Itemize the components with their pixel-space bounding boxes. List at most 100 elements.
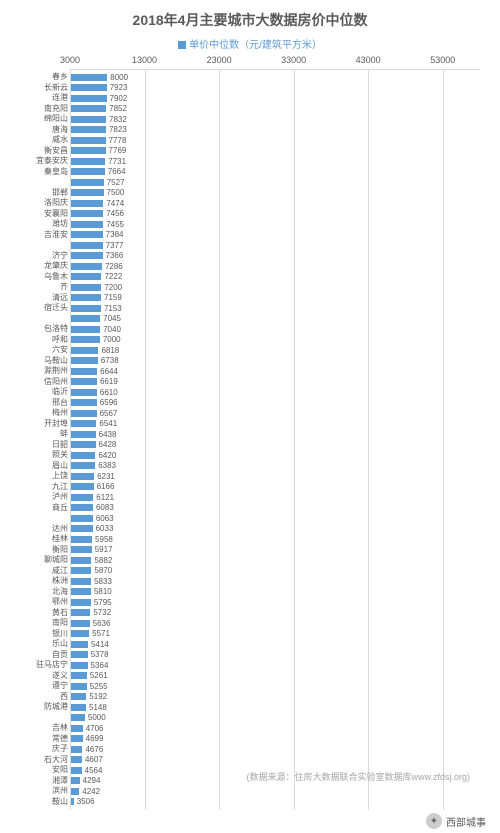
bar: 7222 xyxy=(70,273,101,280)
bar-row: 吉林4706 xyxy=(70,723,480,733)
gridline xyxy=(219,70,220,810)
bar: 7902 xyxy=(70,95,107,102)
bar-value: 7474 xyxy=(103,200,124,207)
bar-label: 连港 xyxy=(0,94,70,102)
bar-row: 绵阳山7832 xyxy=(70,114,480,124)
bar: 6619 xyxy=(70,378,97,385)
bar-row: 信阳州6619 xyxy=(70,377,480,387)
bar: 6428 xyxy=(70,441,96,448)
gridline xyxy=(294,70,295,810)
bar: 4242 xyxy=(70,788,79,795)
bar: 4607 xyxy=(70,756,82,763)
legend-label: 单价中位数（元/建筑平方米） xyxy=(189,40,322,51)
bar: 6541 xyxy=(70,420,96,427)
bar-label: 达州 xyxy=(0,525,70,533)
bar: 7474 xyxy=(70,200,103,207)
bar-value: 5148 xyxy=(86,704,107,711)
bar-value: 5414 xyxy=(88,641,109,648)
bar-value: 8000 xyxy=(107,74,128,81)
bar-value: 7902 xyxy=(107,95,128,102)
bar-row: 蚌6438 xyxy=(70,429,480,439)
bar-label: 乐山 xyxy=(0,640,70,648)
axis-tick: 43000 xyxy=(356,55,381,65)
bar-value: 6541 xyxy=(96,420,117,427)
bar: 6596 xyxy=(70,399,97,406)
bar-row: 包洛特7040 xyxy=(70,324,480,334)
bar-label: 西 xyxy=(0,693,70,701)
plot-area: 春乡8000长新云7923连港7902南充阳7852绵阳山7832唐海7823威… xyxy=(70,69,480,810)
bar-label: 威水 xyxy=(0,136,70,144)
footer-text: 西部城事 xyxy=(446,814,486,829)
bar-row: 株洲5833 xyxy=(70,576,480,586)
bar-row: 宜泰安庆7731 xyxy=(70,156,480,166)
bar-label: 株洲 xyxy=(0,577,70,585)
bar-row: 常德4699 xyxy=(70,734,480,744)
bar-row: 7527 xyxy=(70,177,480,187)
bar-label: 鞍山 xyxy=(0,798,70,806)
bar-value: 5810 xyxy=(91,588,112,595)
bar-label: 上饶 xyxy=(0,472,70,480)
bar: 6567 xyxy=(70,410,97,417)
axis-tick: 33000 xyxy=(281,55,306,65)
bar-value: 6438 xyxy=(96,431,117,438)
bar-value: 6063 xyxy=(93,515,114,522)
bar-row: 连港7902 xyxy=(70,93,480,103)
bar: 5148 xyxy=(70,704,86,711)
bar-value: 7500 xyxy=(104,189,125,196)
bar-row: 邢台6596 xyxy=(70,398,480,408)
bar: 6166 xyxy=(70,483,94,490)
bar-value: 7286 xyxy=(102,263,123,270)
bar-label: 济宁 xyxy=(0,252,70,260)
bar: 7823 xyxy=(70,126,106,133)
bar-row: 济宁7366 xyxy=(70,251,480,261)
bar-value: 7045 xyxy=(100,315,121,322)
bar-label: 自贡 xyxy=(0,651,70,659)
bar: 7159 xyxy=(70,294,101,301)
bar-value: 7384 xyxy=(103,231,124,238)
bar-value: 6428 xyxy=(96,441,117,448)
bar: 7000 xyxy=(70,336,100,343)
bar-value: 7040 xyxy=(100,326,121,333)
bar: 5364 xyxy=(70,662,88,669)
bar-value: 7153 xyxy=(101,305,122,312)
bar-label: 遵宁 xyxy=(0,682,70,690)
bar: 6083 xyxy=(70,504,93,511)
bar: 4564 xyxy=(70,767,82,774)
bar-row: 聊城阳5882 xyxy=(70,555,480,565)
bar-row: 衡阳5917 xyxy=(70,545,480,555)
bar-label: 聊城阳 xyxy=(0,556,70,564)
bar-value: 5192 xyxy=(86,693,107,700)
bar-row: 威水7778 xyxy=(70,135,480,145)
bar-value: 7731 xyxy=(105,158,126,165)
bar-row: 乐山5414 xyxy=(70,639,480,649)
bar-value: 5378 xyxy=(88,651,109,658)
bar-row: 清远7159 xyxy=(70,293,480,303)
bar-value: 6610 xyxy=(97,389,118,396)
bar-value: 6166 xyxy=(94,483,115,490)
bar: 4294 xyxy=(70,777,80,784)
bar-label: 宿迁头 xyxy=(0,304,70,312)
bar-row: 洛阳庆7474 xyxy=(70,198,480,208)
bar: 5255 xyxy=(70,683,87,690)
bar-row: 遂义5261 xyxy=(70,671,480,681)
bar-row: 鄂州5795 xyxy=(70,597,480,607)
bar-value: 4607 xyxy=(82,756,103,763)
bar-value: 5255 xyxy=(87,683,108,690)
axis-tick: 13000 xyxy=(132,55,157,65)
bar-row: 马鞍山6738 xyxy=(70,356,480,366)
axis-tick: 3000 xyxy=(60,55,80,65)
bar-value: 7852 xyxy=(106,105,127,112)
bar-row: 安襄阳7456 xyxy=(70,209,480,219)
bar: 7040 xyxy=(70,326,100,333)
bar: 6231 xyxy=(70,473,94,480)
bar-label: 秦皇岛 xyxy=(0,168,70,176)
bar-value: 6420 xyxy=(95,452,116,459)
bar: 7527 xyxy=(70,179,104,186)
bar-value: 7778 xyxy=(106,137,127,144)
bar-value: 5795 xyxy=(91,599,112,606)
bar: 7045 xyxy=(70,315,100,322)
bar-row: 照关6420 xyxy=(70,450,480,460)
bar: 5958 xyxy=(70,536,92,543)
bar-label: 银川 xyxy=(0,630,70,638)
bar-row: 商丘6083 xyxy=(70,503,480,513)
